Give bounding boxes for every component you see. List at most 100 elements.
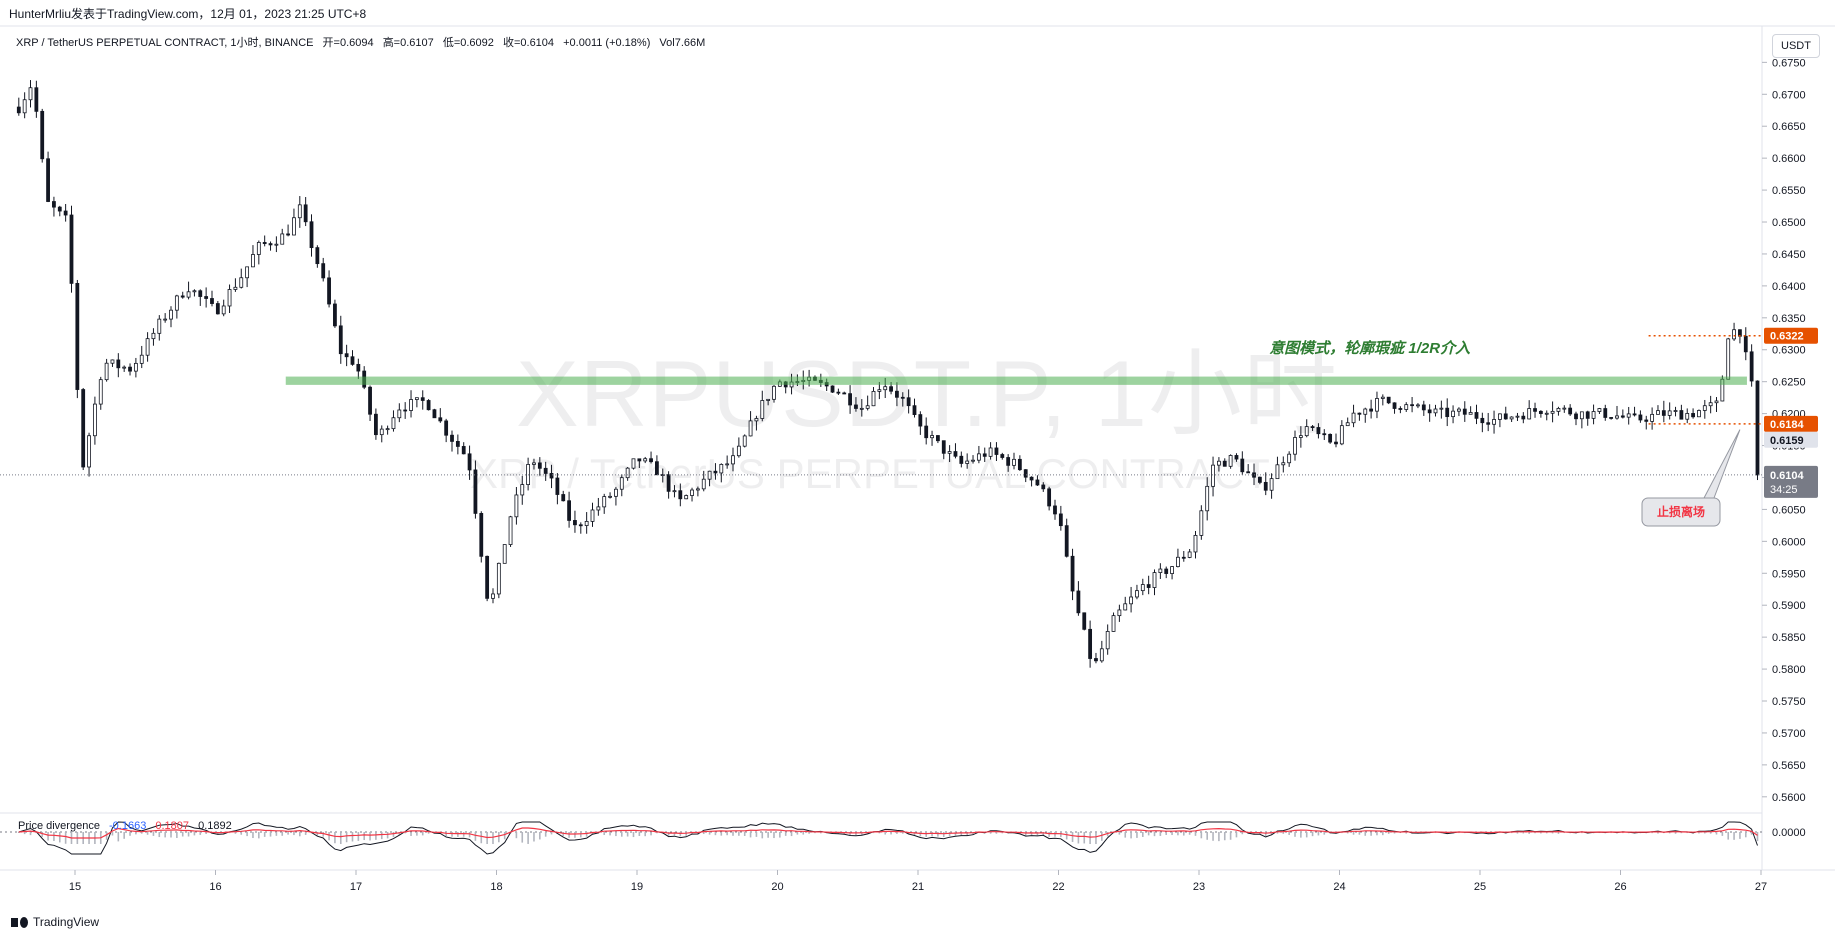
candle-body: [1673, 410, 1678, 412]
candle-body: [333, 303, 337, 327]
candle-body: [514, 494, 519, 518]
candle-body: [859, 407, 864, 410]
candle-body: [695, 488, 700, 491]
time-tick-label: 18: [490, 881, 502, 893]
candle-body: [1293, 437, 1297, 455]
candle-body: [1076, 590, 1081, 614]
candle-body: [344, 353, 349, 358]
prev-close-tag: 0.6159: [1770, 435, 1804, 447]
candle-body: [192, 290, 197, 293]
time-tick-label: 20: [771, 881, 783, 893]
candle-body: [479, 513, 484, 557]
candle-body: [936, 435, 940, 442]
candle-body: [116, 359, 121, 369]
price-tick-label: 0.5700: [1772, 728, 1806, 740]
candle-body: [1515, 415, 1520, 418]
candle-body: [906, 397, 911, 407]
candle-body: [1035, 479, 1040, 486]
price-tick-label: 0.6450: [1772, 249, 1806, 261]
candle-body: [1334, 441, 1338, 445]
prev-close-tag-bg: [1764, 431, 1818, 448]
candle-body: [303, 204, 308, 223]
candle-body: [672, 490, 677, 493]
candle-body: [1615, 415, 1619, 419]
candle-body: [1369, 408, 1374, 412]
candle-body: [186, 291, 191, 298]
candle-body: [1176, 556, 1180, 568]
candle-body: [637, 458, 642, 462]
candle-body: [204, 296, 209, 299]
candle-body: [52, 201, 56, 208]
candle-body: [1006, 457, 1011, 466]
candle-body: [139, 354, 144, 364]
candle-body: [1533, 408, 1537, 412]
candle-body: [596, 506, 601, 511]
candle-body: [28, 87, 33, 101]
divergence-line: [18, 821, 1758, 855]
candle-body: [1679, 410, 1684, 420]
candle-body: [731, 455, 735, 465]
candle-body: [22, 99, 27, 114]
candle-body: [374, 413, 378, 436]
candle-body: [532, 462, 536, 465]
candle-body: [1199, 510, 1204, 536]
candle-body: [1579, 411, 1584, 420]
candle-body: [1661, 410, 1666, 416]
pattern-annotation: 意图模式，轮廓瑕疵 1/2R介入: [1269, 339, 1470, 357]
candle-body: [1222, 460, 1227, 467]
candle-body: [1099, 648, 1104, 662]
candle-body: [871, 390, 876, 407]
candle-body: [1257, 476, 1262, 483]
candle-body: [1017, 458, 1022, 471]
candle-body: [1345, 422, 1350, 427]
candle-body: [180, 295, 185, 298]
candle-body: [1398, 408, 1403, 410]
candle-body: [1714, 400, 1719, 404]
brand-label: TradingView: [33, 915, 100, 929]
candle-body: [1269, 478, 1274, 491]
tradingview-brand[interactable]: TradingView: [11, 915, 99, 929]
candle-body: [174, 295, 179, 311]
candle-body: [1164, 568, 1169, 574]
price-tick-label: 0.6400: [1772, 281, 1806, 293]
currency-button[interactable]: USDT: [1772, 34, 1820, 58]
candle-body: [1053, 505, 1057, 515]
candle-body: [965, 460, 970, 464]
candle-body: [772, 385, 776, 400]
candle-body: [1708, 402, 1713, 407]
candle-body: [1263, 481, 1268, 491]
candle-body: [75, 282, 80, 390]
candle-body: [1427, 409, 1432, 414]
candle-body: [748, 420, 753, 437]
candle-body: [959, 455, 964, 464]
price-axis-labels: 0.6322 0.6184 0.6159 0.6104 34:25: [1764, 327, 1818, 498]
candle-body: [742, 435, 747, 447]
price-tick-label: 0.5800: [1772, 664, 1806, 676]
price-tick-label: 0.6750: [1772, 57, 1806, 69]
candle-body: [1544, 412, 1549, 415]
time-tick-label: 16: [209, 881, 221, 893]
candle-body: [678, 490, 683, 500]
stop-callout: [1641, 497, 1721, 527]
candle-body: [643, 458, 648, 462]
candle-body: [1509, 416, 1514, 420]
price-tick-label: 0.5650: [1772, 760, 1806, 772]
entry-price-tag-bg: [1764, 415, 1818, 432]
candle-body: [1562, 407, 1567, 410]
price-axis: 0.6750 0.6700 0.6650 0.6600 0.6550 0.6500 0.64…: [1762, 57, 1806, 804]
candle-body: [1058, 513, 1063, 527]
symbol-name[interactable]: XRP / TetherUS PERPETUAL CONTRACT, 1小时, …: [16, 37, 314, 49]
candle-body: [713, 470, 718, 474]
candle-body: [953, 451, 958, 457]
indicator-value-2: 0.1807: [155, 820, 190, 832]
candle-body: [1217, 460, 1221, 466]
candle-body: [502, 544, 507, 564]
publish-line: HunterMrliu发表于TradingView.com，12月 01，202…: [9, 7, 367, 21]
last-price-tag-bg: [1764, 465, 1818, 498]
price-tick-label: 0.6550: [1772, 185, 1806, 197]
candle-body: [350, 356, 355, 365]
indicator-legend[interactable]: Price divergence -0.1663 0.1807 0.1892: [18, 820, 232, 832]
candle-body: [1591, 411, 1596, 419]
price-tick-label: 0.6600: [1772, 153, 1806, 165]
